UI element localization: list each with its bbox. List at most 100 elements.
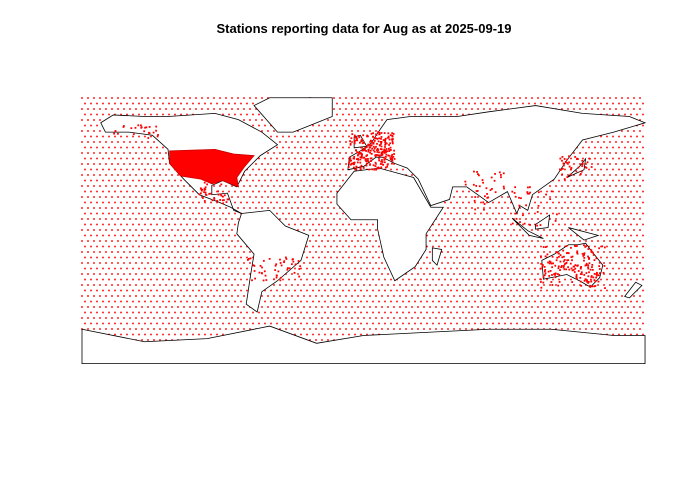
station xyxy=(147,262,149,264)
station xyxy=(492,223,494,226)
station xyxy=(135,163,137,165)
station xyxy=(594,190,596,193)
station xyxy=(468,289,470,292)
station xyxy=(429,262,431,264)
station xyxy=(288,201,290,204)
station xyxy=(474,102,476,105)
station xyxy=(108,190,110,193)
station xyxy=(324,179,326,182)
station xyxy=(358,136,361,139)
station xyxy=(246,322,248,325)
station xyxy=(336,190,338,193)
station xyxy=(363,251,365,253)
station xyxy=(99,152,101,154)
station xyxy=(540,322,542,325)
station xyxy=(534,201,536,204)
station xyxy=(177,240,179,242)
station xyxy=(507,207,509,209)
station xyxy=(483,262,485,264)
station xyxy=(417,317,419,319)
station xyxy=(365,146,368,148)
station xyxy=(162,212,164,215)
station xyxy=(498,102,500,105)
station xyxy=(450,223,452,226)
station xyxy=(444,289,446,292)
station xyxy=(174,179,176,182)
station xyxy=(603,174,605,176)
station xyxy=(498,256,500,259)
station xyxy=(551,266,554,269)
station xyxy=(642,256,644,259)
station xyxy=(525,295,527,297)
station xyxy=(444,311,446,314)
station xyxy=(447,251,449,253)
station xyxy=(399,97,401,99)
station xyxy=(171,185,173,187)
station xyxy=(249,174,251,176)
station xyxy=(609,163,611,165)
station xyxy=(201,328,203,330)
station xyxy=(630,278,632,281)
station xyxy=(373,140,376,142)
station xyxy=(474,208,477,211)
station xyxy=(543,265,546,268)
station xyxy=(348,234,350,237)
station xyxy=(486,278,488,281)
station xyxy=(633,141,635,143)
station xyxy=(204,300,206,303)
station xyxy=(369,164,371,166)
station xyxy=(198,193,201,196)
station xyxy=(375,328,377,330)
station xyxy=(204,267,206,270)
station xyxy=(276,157,278,160)
station xyxy=(90,124,92,127)
station xyxy=(510,256,512,259)
station xyxy=(270,201,272,204)
station xyxy=(621,284,623,286)
station xyxy=(609,229,611,231)
station xyxy=(393,328,395,330)
station xyxy=(576,252,579,255)
station xyxy=(339,130,341,132)
station xyxy=(540,102,542,105)
station xyxy=(263,270,266,273)
station xyxy=(501,284,503,286)
station xyxy=(549,306,551,308)
station xyxy=(405,174,407,176)
station xyxy=(350,159,352,162)
station xyxy=(369,108,371,110)
station xyxy=(153,141,155,143)
station xyxy=(636,135,638,138)
station xyxy=(556,273,559,275)
station xyxy=(531,229,533,231)
station xyxy=(603,273,605,275)
station xyxy=(81,284,83,286)
station xyxy=(624,168,626,171)
station xyxy=(405,317,407,319)
station xyxy=(153,163,155,165)
station xyxy=(575,276,578,278)
station xyxy=(498,289,500,292)
station xyxy=(598,247,601,250)
station xyxy=(392,155,395,158)
station xyxy=(639,97,641,99)
station xyxy=(264,190,266,193)
station xyxy=(153,284,155,286)
station xyxy=(183,229,185,231)
station xyxy=(612,157,614,160)
station xyxy=(522,278,524,281)
station xyxy=(189,196,191,198)
station xyxy=(102,267,104,270)
station xyxy=(567,108,569,110)
station xyxy=(336,113,338,116)
station xyxy=(558,255,560,258)
station xyxy=(554,264,557,267)
station xyxy=(214,182,217,185)
station xyxy=(567,259,570,262)
station xyxy=(501,218,503,220)
station xyxy=(81,141,83,143)
station xyxy=(547,270,550,273)
station xyxy=(180,190,182,193)
station xyxy=(574,264,577,266)
station xyxy=(594,201,596,204)
